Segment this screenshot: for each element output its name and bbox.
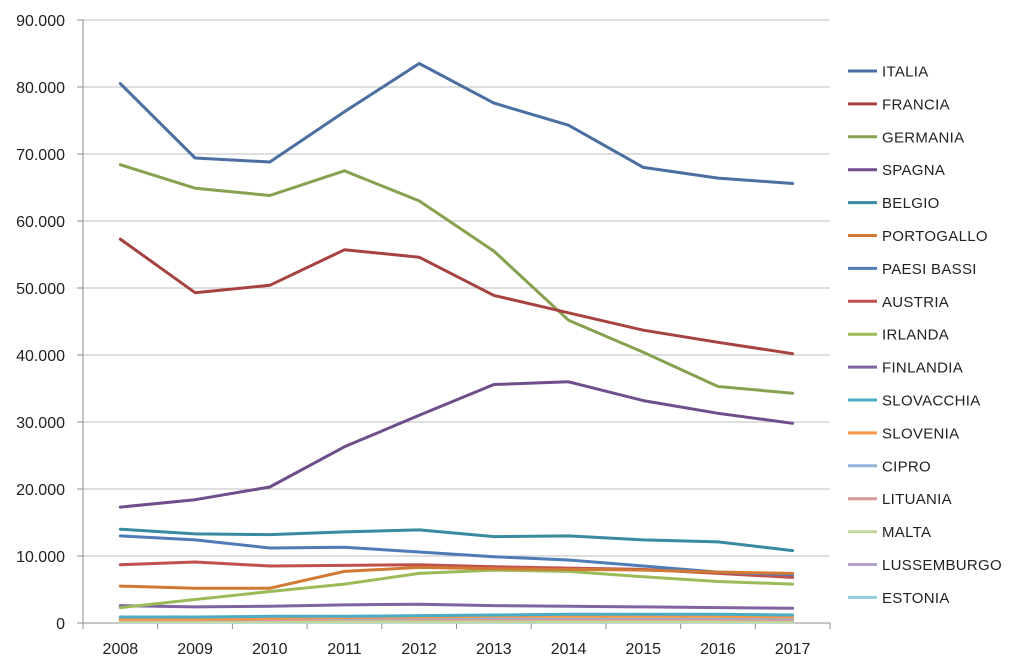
y-tick-label: 50.000 — [16, 281, 65, 298]
series-lines — [118, 62, 795, 624]
y-tick-label: 10.000 — [16, 549, 65, 566]
series-line-italia — [118, 62, 795, 185]
legend-label-irlanda: IRLANDA — [882, 327, 949, 344]
x-tick-label: 2010 — [252, 641, 288, 658]
series-line-portogallo — [118, 565, 795, 590]
y-tick-label: 90.000 — [16, 13, 65, 30]
legend: ITALIA FRANCIA GERMANIA SPAGNA BELGIO PORTOGA… — [848, 64, 1002, 607]
legend-label-lituania: LITUANIA — [882, 491, 952, 508]
legend-label-paesi-bassi: PAESI BASSI — [882, 261, 977, 278]
y-tick-label: 40.000 — [16, 348, 65, 365]
gridlines — [83, 19, 830, 557]
y-tick-label: 70.000 — [16, 147, 65, 164]
series-line-belgio — [118, 527, 795, 553]
x-tick-label: 2014 — [551, 641, 587, 658]
legend-label-italia: ITALIA — [882, 64, 929, 81]
x-tick-label: 2016 — [700, 641, 736, 658]
series-line-irlanda — [118, 568, 795, 610]
x-tick-labels: 2008 2009 2010 2011 2012 2013 2014 2015 2016 2017 — [103, 641, 811, 658]
legend-label-malta: MALTA — [882, 524, 931, 541]
series-line-germania — [118, 163, 795, 395]
legend-label-finlandia: FINLANDIA — [882, 360, 963, 377]
x-tick-label: 2017 — [775, 641, 811, 658]
legend-label-austria: AUSTRIA — [882, 294, 949, 311]
series-line-finlandia — [118, 602, 795, 610]
x-tick-label: 2011 — [327, 641, 362, 658]
x-tick-label: 2015 — [625, 641, 661, 658]
series-line-spagna — [118, 380, 795, 509]
y-tick-labels: 0 10.000 20.000 30.000 40.000 50.000 60.000 70.… — [16, 13, 65, 633]
y-tick-label: 30.000 — [16, 415, 65, 432]
legend-label-portogallo: PORTOGALLO — [882, 228, 988, 245]
legend-label-germania: GERMANIA — [882, 129, 964, 146]
series-line-francia — [118, 237, 795, 356]
x-tick-label: 2012 — [401, 641, 437, 658]
series-line-paesi-bassi — [118, 534, 795, 577]
legend-label-slovenia: SLOVENIA — [882, 425, 959, 442]
legend-label-francia: FRANCIA — [882, 96, 950, 113]
y-tick-label: 80.000 — [16, 80, 65, 97]
series-line-slovacchia — [118, 612, 795, 619]
y-tick-label: 0 — [56, 616, 65, 633]
legend-label-estonia: ESTONIA — [882, 590, 950, 607]
legend-label-belgio: BELGIO — [882, 195, 940, 212]
legend-label-slovacchia: SLOVACCHIA — [882, 393, 981, 410]
x-tick-label: 2013 — [476, 641, 512, 658]
legend-label-lussemburgo: LUSSEMBURGO — [882, 557, 1002, 574]
legend-label-cipro: CIPRO — [882, 458, 931, 475]
y-tick-label: 20.000 — [16, 482, 65, 499]
y-tick-label: 60.000 — [16, 214, 65, 231]
axes — [77, 19, 831, 629]
legend-label-spagna: SPAGNA — [882, 162, 945, 179]
x-tick-label: 2008 — [103, 641, 139, 658]
x-tick-label: 2009 — [177, 641, 213, 658]
